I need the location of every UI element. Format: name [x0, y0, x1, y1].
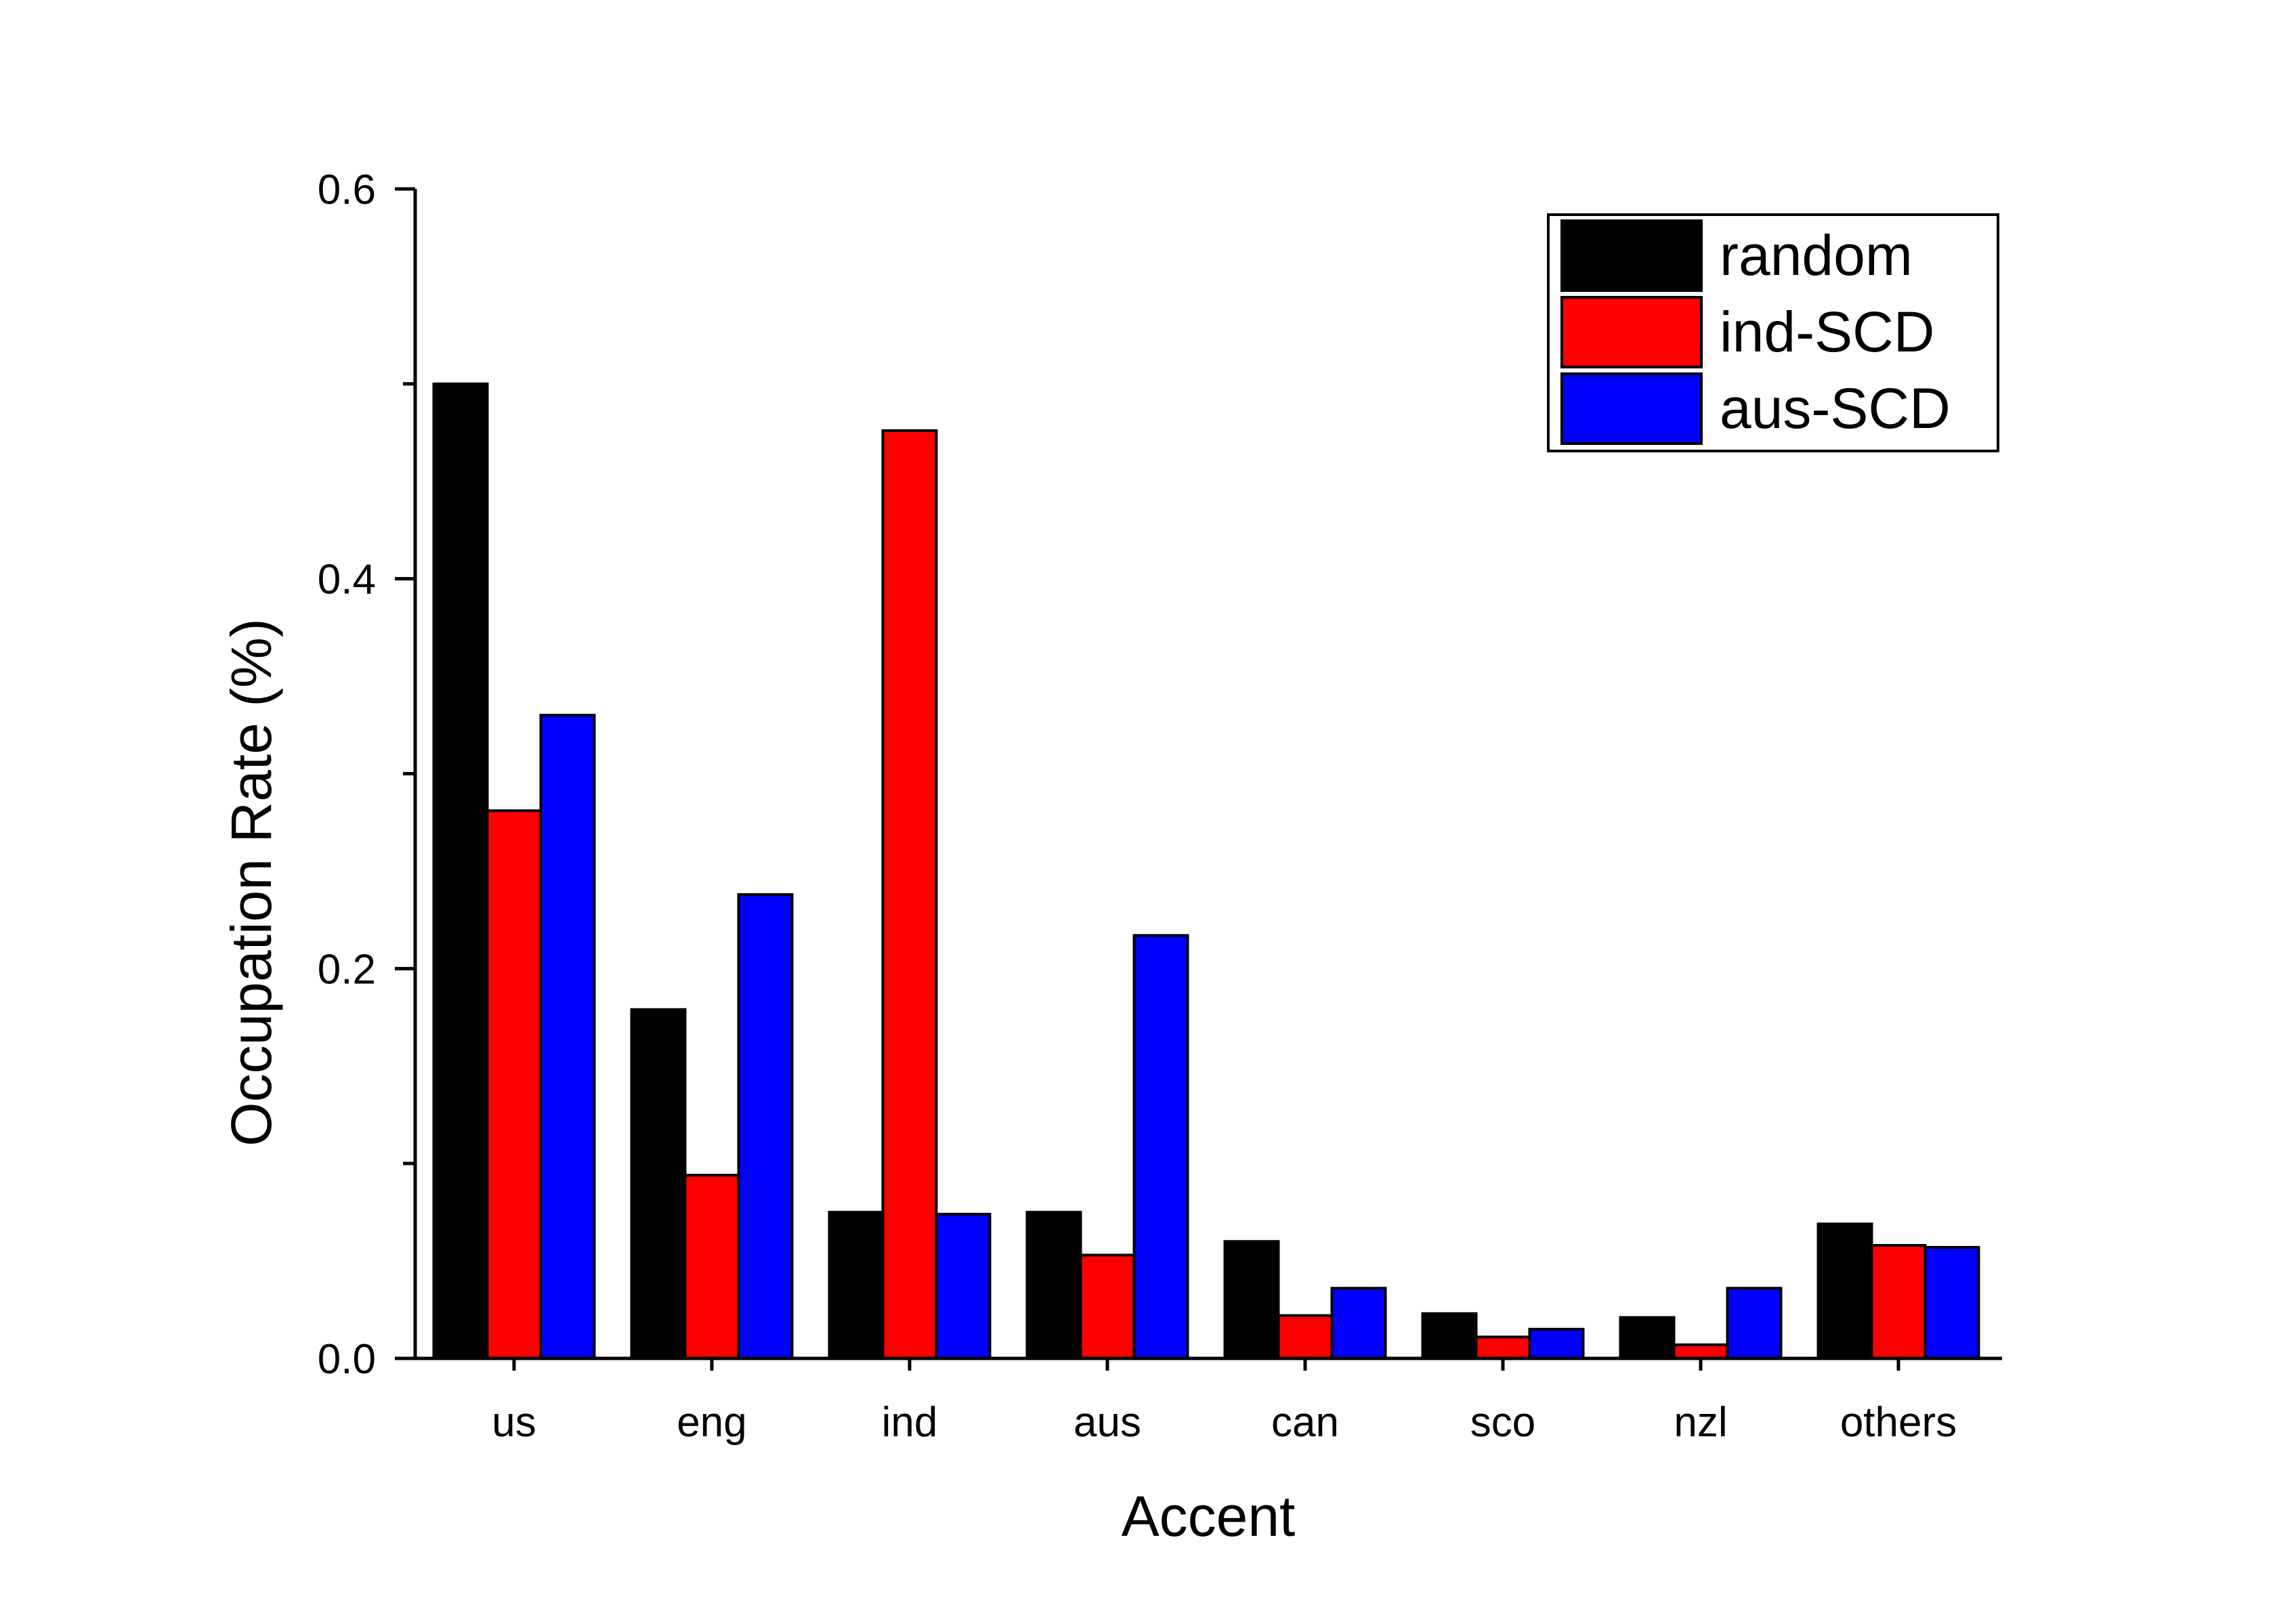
bar-us-ind-SCD	[486, 809, 543, 1360]
x-tick-label-others: others	[1840, 1399, 1957, 1446]
x-tick-label-eng: eng	[677, 1399, 746, 1446]
ticks-group: us eng ind aus can sco nzl others 0.0 0.2 0.4 0.6	[318, 167, 1957, 1446]
bar-sco-ind-SCD	[1474, 1335, 1531, 1360]
y-tick-label-0.4: 0.4	[318, 557, 376, 603]
x-tick-label-us: us	[492, 1399, 536, 1446]
y-tick-label-0.2: 0.2	[318, 946, 376, 993]
bar-us-random	[432, 382, 489, 1360]
bar-can-random	[1223, 1240, 1280, 1360]
y-tick-label-0.6: 0.6	[318, 167, 376, 213]
bar-nzl-ind-SCD	[1672, 1343, 1729, 1360]
x-tick-label-aus: aus	[1073, 1399, 1141, 1446]
legend-swatch-ind-SCD	[1560, 296, 1703, 368]
bar-aus-aus-SCD	[1132, 934, 1189, 1360]
bar-others-random	[1816, 1222, 1873, 1360]
x-tick-label-sco: sco	[1470, 1399, 1535, 1446]
bar-ind-random	[828, 1211, 885, 1360]
legend-label-random: random	[1720, 223, 1913, 287]
bars-group	[432, 382, 1980, 1360]
bar-can-ind-SCD	[1277, 1314, 1334, 1360]
bar-aus-random	[1025, 1211, 1082, 1360]
legend-swatch-random	[1560, 219, 1703, 292]
bar-ind-aus-SCD	[935, 1213, 992, 1360]
y-tick-label-0.0: 0.0	[318, 1336, 376, 1383]
bar-aus-ind-SCD	[1079, 1253, 1136, 1360]
bar-eng-ind-SCD	[683, 1174, 740, 1360]
bar-sco-aus-SCD	[1528, 1327, 1585, 1360]
bar-others-ind-SCD	[1870, 1244, 1927, 1360]
y-axis-title: Occupation Rate (%)	[219, 618, 283, 1146]
bar-nzl-aus-SCD	[1726, 1287, 1783, 1360]
bar-sco-random	[1421, 1312, 1478, 1360]
bar-others-aus-SCD	[1923, 1245, 1980, 1360]
x-tick-label-can: can	[1271, 1399, 1339, 1446]
bar-eng-aus-SCD	[737, 893, 794, 1360]
bar-us-aus-SCD	[539, 714, 596, 1360]
legend-label-aus-SCD: aus-SCD	[1720, 377, 1951, 440]
x-axis-title: Accent	[1122, 1484, 1296, 1548]
legend-swatch-aus-SCD	[1560, 372, 1703, 445]
bar-eng-random	[630, 1008, 687, 1360]
bar-ind-ind-SCD	[881, 429, 938, 1360]
x-tick-label-nzl: nzl	[1674, 1399, 1727, 1446]
legend-label-ind-SCD: ind-SCD	[1720, 300, 1934, 364]
bar-can-aus-SCD	[1330, 1287, 1387, 1360]
x-tick-label-ind: ind	[882, 1399, 938, 1446]
bar-nzl-random	[1619, 1316, 1676, 1360]
legend: random ind-SCD aus-SCD	[1547, 213, 1999, 452]
